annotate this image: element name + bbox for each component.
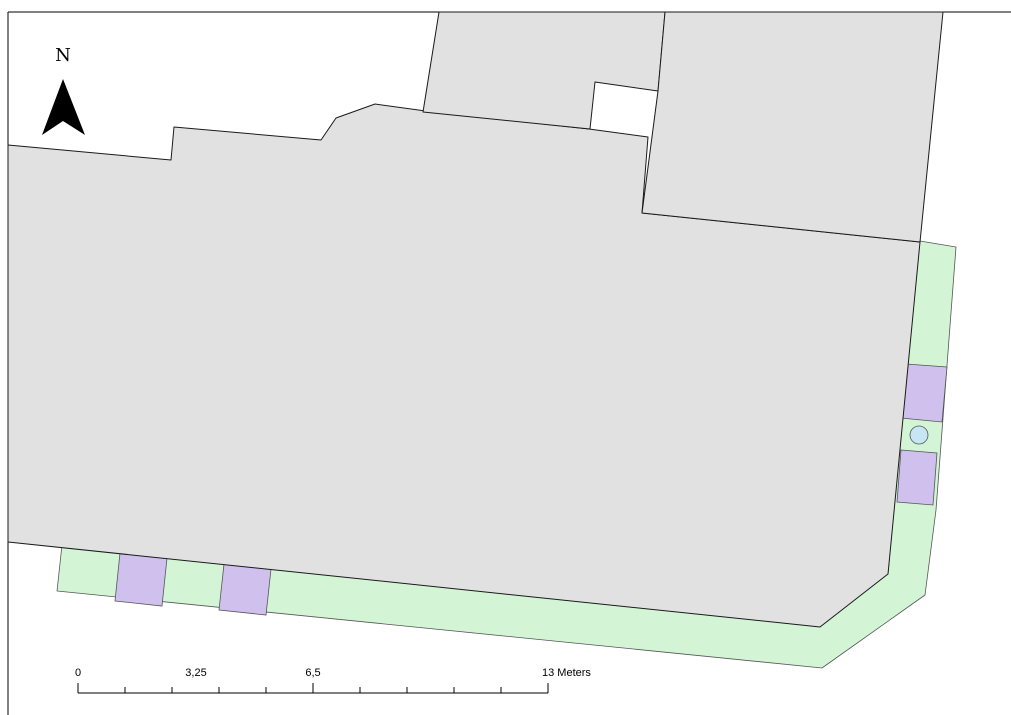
- purple-tile-1: [114, 552, 168, 607]
- north-arrow-icon: [42, 79, 85, 135]
- scale-label-0: 0: [75, 667, 81, 679]
- north-annex-building: [422, 11, 666, 130]
- north-arrow-label: N: [55, 45, 71, 66]
- scale-bar: 0 3,25 6,5 13 Meters: [75, 667, 591, 694]
- scale-label-6-5: 6,5: [305, 667, 320, 679]
- northeast-building: [641, 11, 944, 243]
- purple-tile-4: [896, 449, 938, 506]
- pole-marker-icon: [909, 425, 929, 445]
- purple-tile-2: [218, 563, 272, 616]
- scale-label-3-25: 3,25: [185, 667, 206, 679]
- scale-label-13-meters: 13 Meters: [542, 667, 591, 679]
